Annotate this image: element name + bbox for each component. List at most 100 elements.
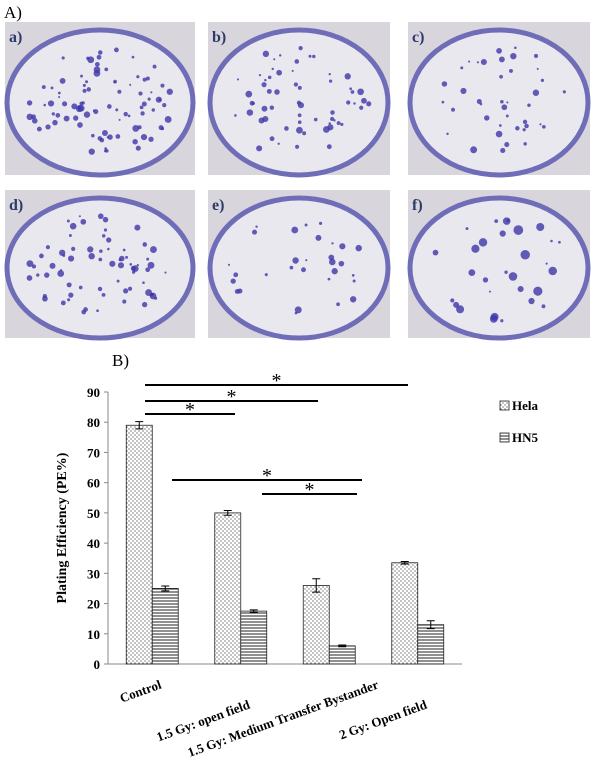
photo-label: c) <box>412 29 424 46</box>
colony <box>80 218 87 225</box>
colony <box>164 271 167 274</box>
colony <box>344 73 351 80</box>
colony <box>31 117 38 124</box>
colony <box>336 302 340 307</box>
colony <box>116 279 120 283</box>
colony <box>522 119 528 125</box>
bar <box>302 585 330 665</box>
colony <box>261 105 268 112</box>
y-tick-label: 50 <box>87 506 100 521</box>
colony <box>115 134 121 139</box>
colony <box>86 87 92 92</box>
error-bar <box>249 609 258 613</box>
colony <box>136 75 140 79</box>
colony <box>59 78 66 84</box>
colony <box>135 145 141 151</box>
colony <box>82 83 86 87</box>
colony <box>68 292 74 298</box>
colony <box>292 257 299 264</box>
colony <box>136 263 139 267</box>
significance-star: * <box>305 479 315 501</box>
colony <box>147 97 151 101</box>
colony <box>117 262 125 269</box>
photo-label: e) <box>212 197 224 214</box>
colony <box>59 269 63 272</box>
colony <box>315 234 322 241</box>
colony <box>60 300 66 306</box>
colony <box>499 230 506 237</box>
colony <box>107 134 113 140</box>
colony <box>103 228 108 232</box>
colony <box>101 234 106 238</box>
colony <box>267 75 272 80</box>
colony <box>558 240 561 244</box>
colony <box>97 286 103 292</box>
colony <box>234 289 240 294</box>
colony <box>127 114 131 118</box>
colony <box>471 244 480 253</box>
colony <box>318 221 323 225</box>
colony <box>97 50 103 55</box>
y-tick-label: 70 <box>87 445 100 460</box>
colony <box>99 249 103 253</box>
colony <box>85 80 89 84</box>
colony <box>545 262 548 265</box>
colony <box>505 114 509 118</box>
colony <box>484 115 490 121</box>
colony <box>510 52 517 60</box>
colony <box>67 255 75 262</box>
y-tick-label: 40 <box>87 536 100 551</box>
colony <box>480 58 487 66</box>
colony <box>349 87 353 91</box>
colony <box>141 101 147 107</box>
colony <box>432 249 439 256</box>
colony <box>42 294 47 299</box>
colony <box>77 104 85 112</box>
colony <box>355 244 362 252</box>
colony <box>536 67 539 70</box>
colony <box>252 229 258 235</box>
colony <box>123 288 129 294</box>
colony <box>352 279 356 283</box>
colony <box>162 102 167 108</box>
colony <box>45 124 51 130</box>
bar <box>214 512 242 665</box>
colony <box>148 136 154 142</box>
significance-star: * <box>227 386 237 408</box>
colony <box>138 91 143 96</box>
colony <box>269 136 275 142</box>
colony <box>68 234 72 237</box>
colony <box>528 297 535 305</box>
bar <box>391 562 419 665</box>
colony <box>31 264 37 269</box>
colony <box>496 47 502 54</box>
colony <box>504 142 510 148</box>
colony <box>456 305 465 314</box>
colony <box>256 145 263 152</box>
colony <box>296 100 302 105</box>
colony <box>523 142 527 146</box>
colony <box>140 111 145 116</box>
colony <box>441 81 448 87</box>
colony <box>114 47 119 53</box>
colony <box>540 78 545 83</box>
colony <box>312 54 316 59</box>
bar <box>328 645 356 665</box>
y-axis-title: Plating Efficiency (PE%) <box>55 452 70 603</box>
colony <box>115 108 119 112</box>
colony <box>134 224 141 231</box>
colony <box>331 268 338 275</box>
colony <box>132 125 140 132</box>
colony <box>160 83 165 88</box>
colony <box>308 54 312 58</box>
colony <box>227 263 231 266</box>
panel-label: A) <box>4 3 22 22</box>
colony <box>83 111 91 118</box>
colony <box>63 115 70 122</box>
colony <box>451 107 455 112</box>
colony <box>328 72 331 76</box>
colony <box>539 123 542 126</box>
colony <box>91 133 95 138</box>
colony <box>298 46 303 51</box>
colony <box>131 55 135 59</box>
